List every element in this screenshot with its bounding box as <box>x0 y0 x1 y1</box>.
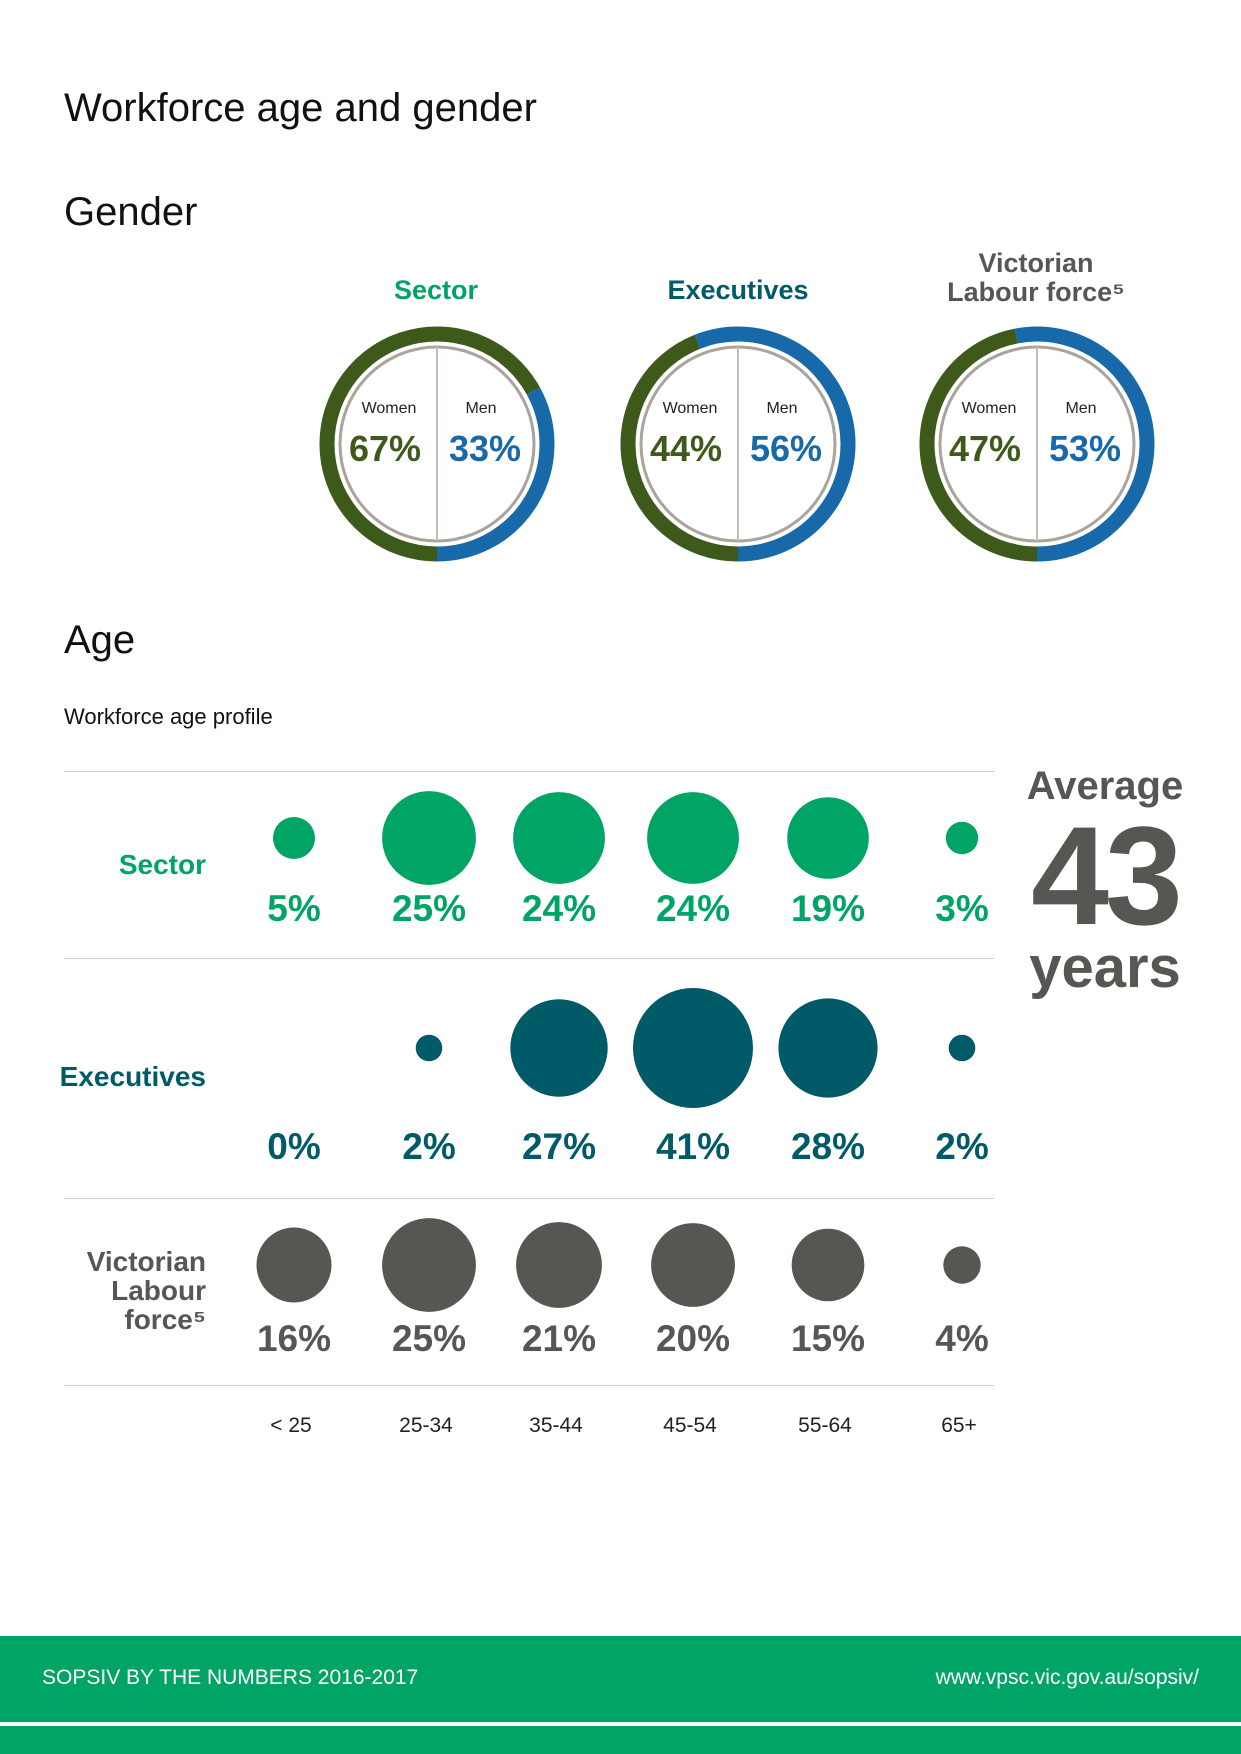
age-category-label: 45-54 <box>663 1414 717 1437</box>
average-value: 43 <box>1031 797 1183 954</box>
men-percent: 33% <box>448 428 522 469</box>
age-bubble <box>633 988 753 1108</box>
age-bubble <box>382 791 476 885</box>
women-percent: 47% <box>948 428 1022 469</box>
donut-title-executives: Executives <box>667 275 809 305</box>
donut-title-sector: Sector <box>393 275 479 305</box>
footer-divider <box>0 1722 1241 1726</box>
age-bubble <box>256 1227 332 1303</box>
pct-label: 28% <box>790 1126 866 1167</box>
men-label: Men <box>766 400 798 417</box>
age-bubble <box>791 1228 865 1302</box>
row-divider <box>64 1198 994 1199</box>
donut-arc-women <box>620 334 739 562</box>
pct-label: 21% <box>521 1318 597 1359</box>
age-category-label: 65+ <box>941 1414 977 1437</box>
pct-label: 15% <box>790 1318 866 1359</box>
men-label: Men <box>465 400 497 417</box>
row-label-labour-force: Victorian Labour force⁵ <box>86 1246 206 1335</box>
age-bubble <box>647 792 739 884</box>
age-category-label: 35-44 <box>529 1414 583 1437</box>
age-heading: Age <box>64 618 136 662</box>
donut-arc-women <box>319 326 540 562</box>
age-bubble <box>778 998 878 1098</box>
age-bubble <box>513 792 605 884</box>
age-bubble <box>943 1246 981 1284</box>
age-bubble <box>787 797 869 879</box>
men-label: Men <box>1065 400 1097 417</box>
age-bubble <box>651 1223 735 1307</box>
pct-label: 24% <box>655 888 731 929</box>
donut-arc-men <box>436 387 555 562</box>
donut-executives <box>620 326 856 562</box>
donut-title-labour-force: Victorian Labour force⁵ <box>906 249 1166 307</box>
gender-heading: Gender <box>64 190 198 234</box>
pct-label: 16% <box>256 1318 332 1359</box>
row-divider <box>64 771 994 772</box>
footer-url[interactable]: www.vpsc.vic.gov.au/sopsiv/ <box>935 1666 1199 1689</box>
page-title: Workforce age and gender <box>64 86 537 130</box>
row-label-executives: Executives <box>59 1061 206 1092</box>
pct-label: 24% <box>521 888 597 929</box>
donut-arc-men <box>694 326 856 562</box>
women-label: Women <box>361 400 417 417</box>
pct-label: 2% <box>935 1126 989 1167</box>
women-percent: 67% <box>348 428 422 469</box>
age-bubble <box>948 1034 976 1062</box>
donut-title-labour-text: Victorian Labour force⁵ <box>947 248 1125 307</box>
pct-label: 5% <box>267 888 321 929</box>
row-divider <box>64 958 994 959</box>
pct-label: 41% <box>655 1126 731 1167</box>
average-label: Average <box>1026 764 1184 808</box>
average-unit: years <box>1029 935 1181 1000</box>
row-divider <box>64 1385 994 1386</box>
footer-publication: SOPSIV BY THE NUMBERS 2016-2017 <box>42 1666 419 1689</box>
pct-label: 25% <box>391 888 467 929</box>
men-percent: 56% <box>749 428 823 469</box>
footer-bar <box>0 1636 1241 1754</box>
pct-label: 4% <box>935 1318 989 1359</box>
pct-label: 25% <box>391 1318 467 1359</box>
pct-label: 20% <box>655 1318 731 1359</box>
row-label-sector: Sector <box>118 849 206 880</box>
women-percent: 44% <box>649 428 723 469</box>
pct-label: 19% <box>790 888 866 929</box>
pct-label: 27% <box>521 1126 597 1167</box>
age-category-label: 25-34 <box>399 1414 453 1437</box>
age-bubble <box>945 821 979 855</box>
men-percent: 53% <box>1048 428 1122 469</box>
pct-label: 2% <box>402 1126 456 1167</box>
age-bubble <box>415 1034 443 1062</box>
age-bubble <box>273 817 315 859</box>
age-bubble <box>510 999 608 1097</box>
age-subtitle: Workforce age profile <box>64 704 273 729</box>
donut-labour-force <box>919 326 1155 562</box>
women-label: Women <box>662 400 718 417</box>
age-category-label: < 25 <box>270 1414 312 1437</box>
donut-arc-men <box>1014 326 1155 562</box>
donut-sector <box>319 326 555 562</box>
pct-label: 3% <box>935 888 989 929</box>
age-category-label: 55-64 <box>798 1414 852 1437</box>
pct-label: 0% <box>267 1126 321 1167</box>
women-label: Women <box>961 400 1017 417</box>
age-bubble <box>516 1222 602 1308</box>
age-bubble <box>382 1218 476 1312</box>
donut-arc-women <box>919 328 1038 562</box>
